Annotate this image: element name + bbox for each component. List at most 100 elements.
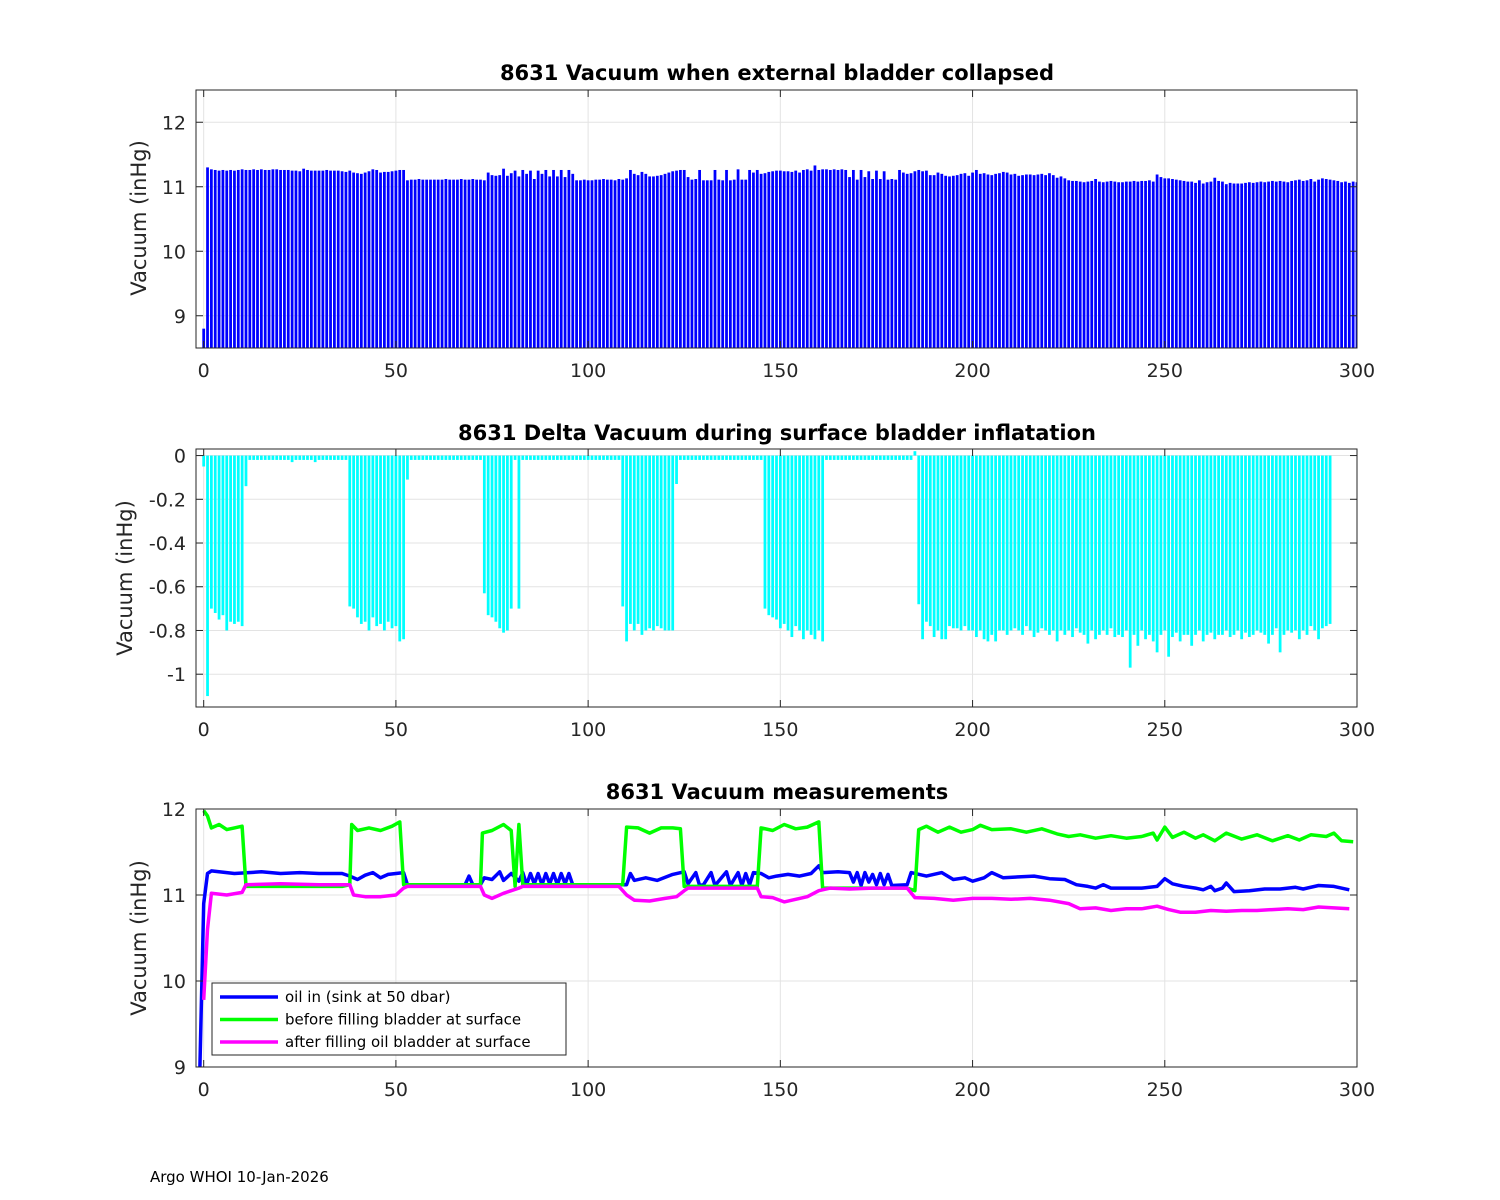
bar [1336, 180, 1340, 348]
bar [613, 180, 617, 348]
bar [244, 169, 248, 348]
bar [802, 455, 805, 640]
bar [621, 455, 625, 607]
bar [240, 169, 244, 348]
bar [513, 170, 517, 348]
bar [475, 455, 479, 460]
y-tick-label: 11 [162, 177, 186, 199]
bar [1321, 455, 1324, 629]
bar [1071, 455, 1074, 638]
bar [698, 455, 701, 460]
bar [1113, 455, 1117, 638]
bar [321, 455, 325, 460]
bar [736, 455, 740, 460]
bar [840, 455, 844, 460]
bar [1132, 180, 1136, 348]
bar [940, 173, 944, 348]
y-tick-label: -0.8 [149, 620, 186, 642]
bar [221, 169, 225, 348]
bar [636, 455, 640, 624]
bar [755, 455, 759, 460]
bar [409, 179, 413, 348]
bar [367, 455, 371, 631]
bar [728, 180, 732, 348]
bar [1197, 455, 1201, 631]
bar [1090, 180, 1094, 348]
bar [233, 455, 236, 624]
bar [498, 455, 502, 629]
bar [1209, 181, 1213, 348]
bar [675, 455, 678, 484]
bar [567, 455, 571, 460]
bar [1059, 455, 1063, 631]
bar [817, 455, 821, 631]
bar [513, 455, 517, 460]
bar [356, 455, 359, 618]
bar [1213, 455, 1217, 640]
bar [498, 175, 502, 348]
x-tick-label: 300 [1339, 1079, 1375, 1101]
bar [398, 455, 402, 642]
bar [379, 455, 382, 624]
bar [1017, 455, 1021, 631]
bar [786, 455, 790, 631]
bar [679, 169, 682, 348]
bar [948, 176, 951, 348]
bar [329, 455, 332, 460]
bar [1159, 177, 1163, 348]
bar [855, 455, 859, 460]
bar [917, 169, 921, 348]
x-tick-label: 250 [1147, 719, 1183, 741]
bar [1286, 182, 1290, 348]
bar [1286, 455, 1290, 631]
bar [394, 455, 398, 627]
bar [917, 455, 921, 605]
bar [1086, 455, 1090, 644]
legend-label: oil in (sink at 50 dbar) [285, 988, 450, 1006]
bar [294, 170, 298, 348]
bar [509, 455, 513, 609]
bar [1078, 455, 1082, 633]
bar [794, 170, 798, 348]
bar [709, 455, 713, 460]
bar [217, 455, 221, 620]
bar [728, 455, 732, 460]
bar [1117, 455, 1121, 635]
bar [963, 455, 967, 627]
x-tick-label: 100 [570, 1079, 606, 1101]
bar [406, 180, 409, 348]
bar [971, 172, 974, 348]
bar [655, 175, 659, 348]
bar [994, 173, 998, 348]
bar [590, 455, 594, 460]
bar [486, 455, 490, 616]
bar [1201, 455, 1205, 642]
bar [490, 175, 494, 348]
y-tick-label: 10 [162, 241, 186, 263]
bar [248, 455, 252, 460]
bar [775, 455, 778, 620]
bar [436, 179, 440, 348]
bar [1355, 182, 1357, 348]
bar [233, 170, 236, 348]
bar [256, 169, 259, 348]
bar [1301, 455, 1305, 631]
bar [336, 170, 340, 348]
bar [671, 455, 675, 631]
x-tick-label: 50 [384, 1079, 408, 1101]
bar [990, 175, 994, 348]
bar [721, 455, 725, 460]
bar [1232, 183, 1236, 348]
bar [955, 455, 959, 629]
bar [1324, 179, 1328, 348]
bar [429, 455, 432, 460]
bar [506, 175, 509, 348]
bar [625, 178, 628, 348]
bar [782, 455, 786, 624]
bar [1347, 182, 1351, 348]
bar [828, 169, 832, 348]
bar [1036, 455, 1040, 633]
bar [909, 173, 913, 348]
bar [1182, 455, 1186, 635]
